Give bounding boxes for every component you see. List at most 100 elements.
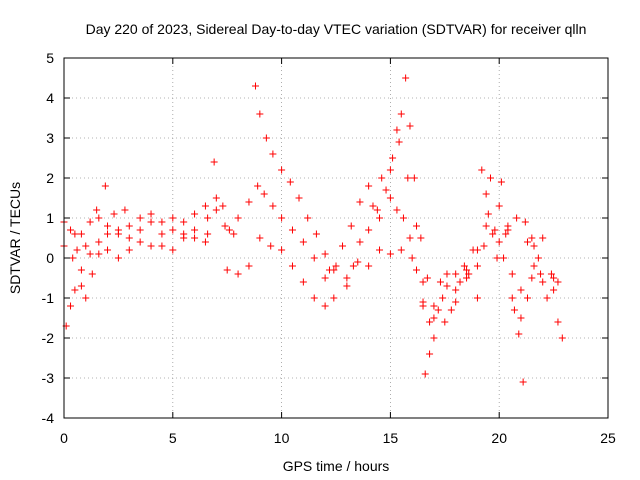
data-point (436, 278, 444, 286)
data-point (180, 218, 188, 226)
axis-ticks (63, 57, 609, 419)
data-point (430, 302, 438, 310)
data-point (439, 294, 447, 302)
data-point (534, 254, 542, 262)
chart-title: Day 220 of 2023, Sidereal Day-to-day VTE… (86, 21, 587, 37)
data-point (82, 294, 90, 302)
data-point (484, 210, 492, 218)
data-point (225, 226, 233, 234)
data-point (288, 262, 296, 270)
data-point (254, 182, 262, 190)
data-point (77, 230, 85, 238)
data-point (482, 222, 490, 230)
data-point (104, 222, 112, 230)
series-track-1 (60, 182, 542, 326)
data-point (465, 270, 473, 278)
y-axis-label: SDTVAR / TECUs (7, 182, 23, 294)
data-point (452, 270, 460, 278)
data-point (386, 194, 394, 202)
data-point (493, 254, 501, 262)
data-point (93, 206, 101, 214)
data-point (169, 246, 177, 254)
data-point (489, 230, 497, 238)
data-point (393, 126, 401, 134)
data-point (504, 222, 512, 230)
data-point (310, 294, 318, 302)
data-point (278, 166, 286, 174)
data-point (419, 278, 427, 286)
data-point (421, 370, 429, 378)
data-point (191, 234, 199, 242)
data-point (332, 262, 340, 270)
data-point (528, 274, 536, 282)
data-point (523, 294, 531, 302)
data-point (219, 202, 227, 210)
data-point (430, 334, 438, 342)
data-point (278, 214, 286, 222)
data-point (82, 242, 90, 250)
data-point (295, 194, 303, 202)
data-point (460, 262, 468, 270)
data-point (452, 286, 460, 294)
data-point (347, 222, 355, 230)
data-point (519, 378, 527, 386)
y-tick-label: -4 (42, 410, 55, 426)
data-point (349, 262, 357, 270)
data-point (463, 266, 471, 274)
data-point (204, 230, 212, 238)
data-point (245, 262, 253, 270)
data-point (406, 234, 414, 242)
data-point (191, 210, 199, 218)
data-point (539, 234, 547, 242)
data-point (299, 238, 307, 246)
x-tick-label: 0 (60, 430, 68, 446)
data-point (537, 270, 545, 278)
data-point (330, 266, 338, 274)
data-point (497, 178, 505, 186)
data-point (86, 218, 94, 226)
data-point (67, 302, 75, 310)
data-point (262, 134, 270, 142)
x-tick-label: 20 (491, 430, 507, 446)
y-tick-label: 1 (46, 210, 54, 226)
data-point (508, 270, 516, 278)
data-point (486, 174, 494, 182)
data-point (169, 214, 177, 222)
data-point (104, 246, 112, 254)
data-point (321, 250, 329, 258)
data-point (71, 230, 79, 238)
data-point (354, 258, 362, 266)
series-track-3 (62, 74, 566, 386)
data-point (210, 158, 218, 166)
data-point (147, 210, 155, 218)
data-point (406, 122, 414, 130)
data-point (452, 298, 460, 306)
data-point (389, 154, 397, 162)
data-point (521, 218, 529, 226)
data-point (343, 274, 351, 282)
data-point (158, 218, 166, 226)
data-point (269, 202, 277, 210)
data-point (402, 74, 410, 82)
x-tick-label: 10 (274, 430, 290, 446)
data-point (473, 262, 481, 270)
data-point (478, 166, 486, 174)
data-point (136, 214, 144, 222)
x-tick-label: 15 (383, 430, 399, 446)
data-point (260, 190, 268, 198)
data-point (404, 174, 412, 182)
data-point (299, 278, 307, 286)
data-point (547, 270, 555, 278)
data-point (550, 286, 558, 294)
data-point (95, 250, 103, 258)
data-point (136, 238, 144, 246)
data-point (256, 110, 264, 118)
y-tick-label: -1 (42, 290, 55, 306)
data-point (343, 282, 351, 290)
data-point (376, 214, 384, 222)
data-point (201, 238, 209, 246)
y-tick-label: 5 (46, 50, 54, 66)
data-point (500, 254, 508, 262)
data-point (234, 214, 242, 222)
